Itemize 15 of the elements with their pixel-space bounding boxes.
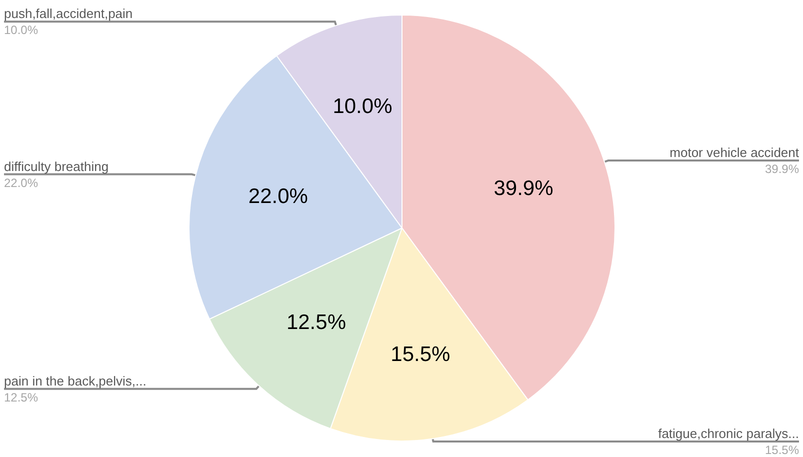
slice-label: difficulty breathing xyxy=(4,158,109,174)
slice-label: pain in the back,pelvis,... xyxy=(4,373,146,388)
text: 10.0% xyxy=(332,94,392,118)
data-label: 39.9% xyxy=(764,162,800,176)
data-label: 15.5% xyxy=(764,443,800,457)
text: 39.9% xyxy=(494,176,554,200)
slice-label: fatigue,chronic paralys... xyxy=(658,426,799,441)
text: 22.0% xyxy=(248,184,308,208)
text: 12.5% xyxy=(286,311,346,334)
data-label: 10.0% xyxy=(4,23,38,38)
slice-label: push,fall,accident,pain xyxy=(4,6,133,22)
text: 15.5% xyxy=(390,342,450,366)
data-label: 22.0% xyxy=(4,176,38,190)
slice-label: motor vehicle accident xyxy=(670,145,800,160)
data-label: 12.5% xyxy=(4,390,38,404)
